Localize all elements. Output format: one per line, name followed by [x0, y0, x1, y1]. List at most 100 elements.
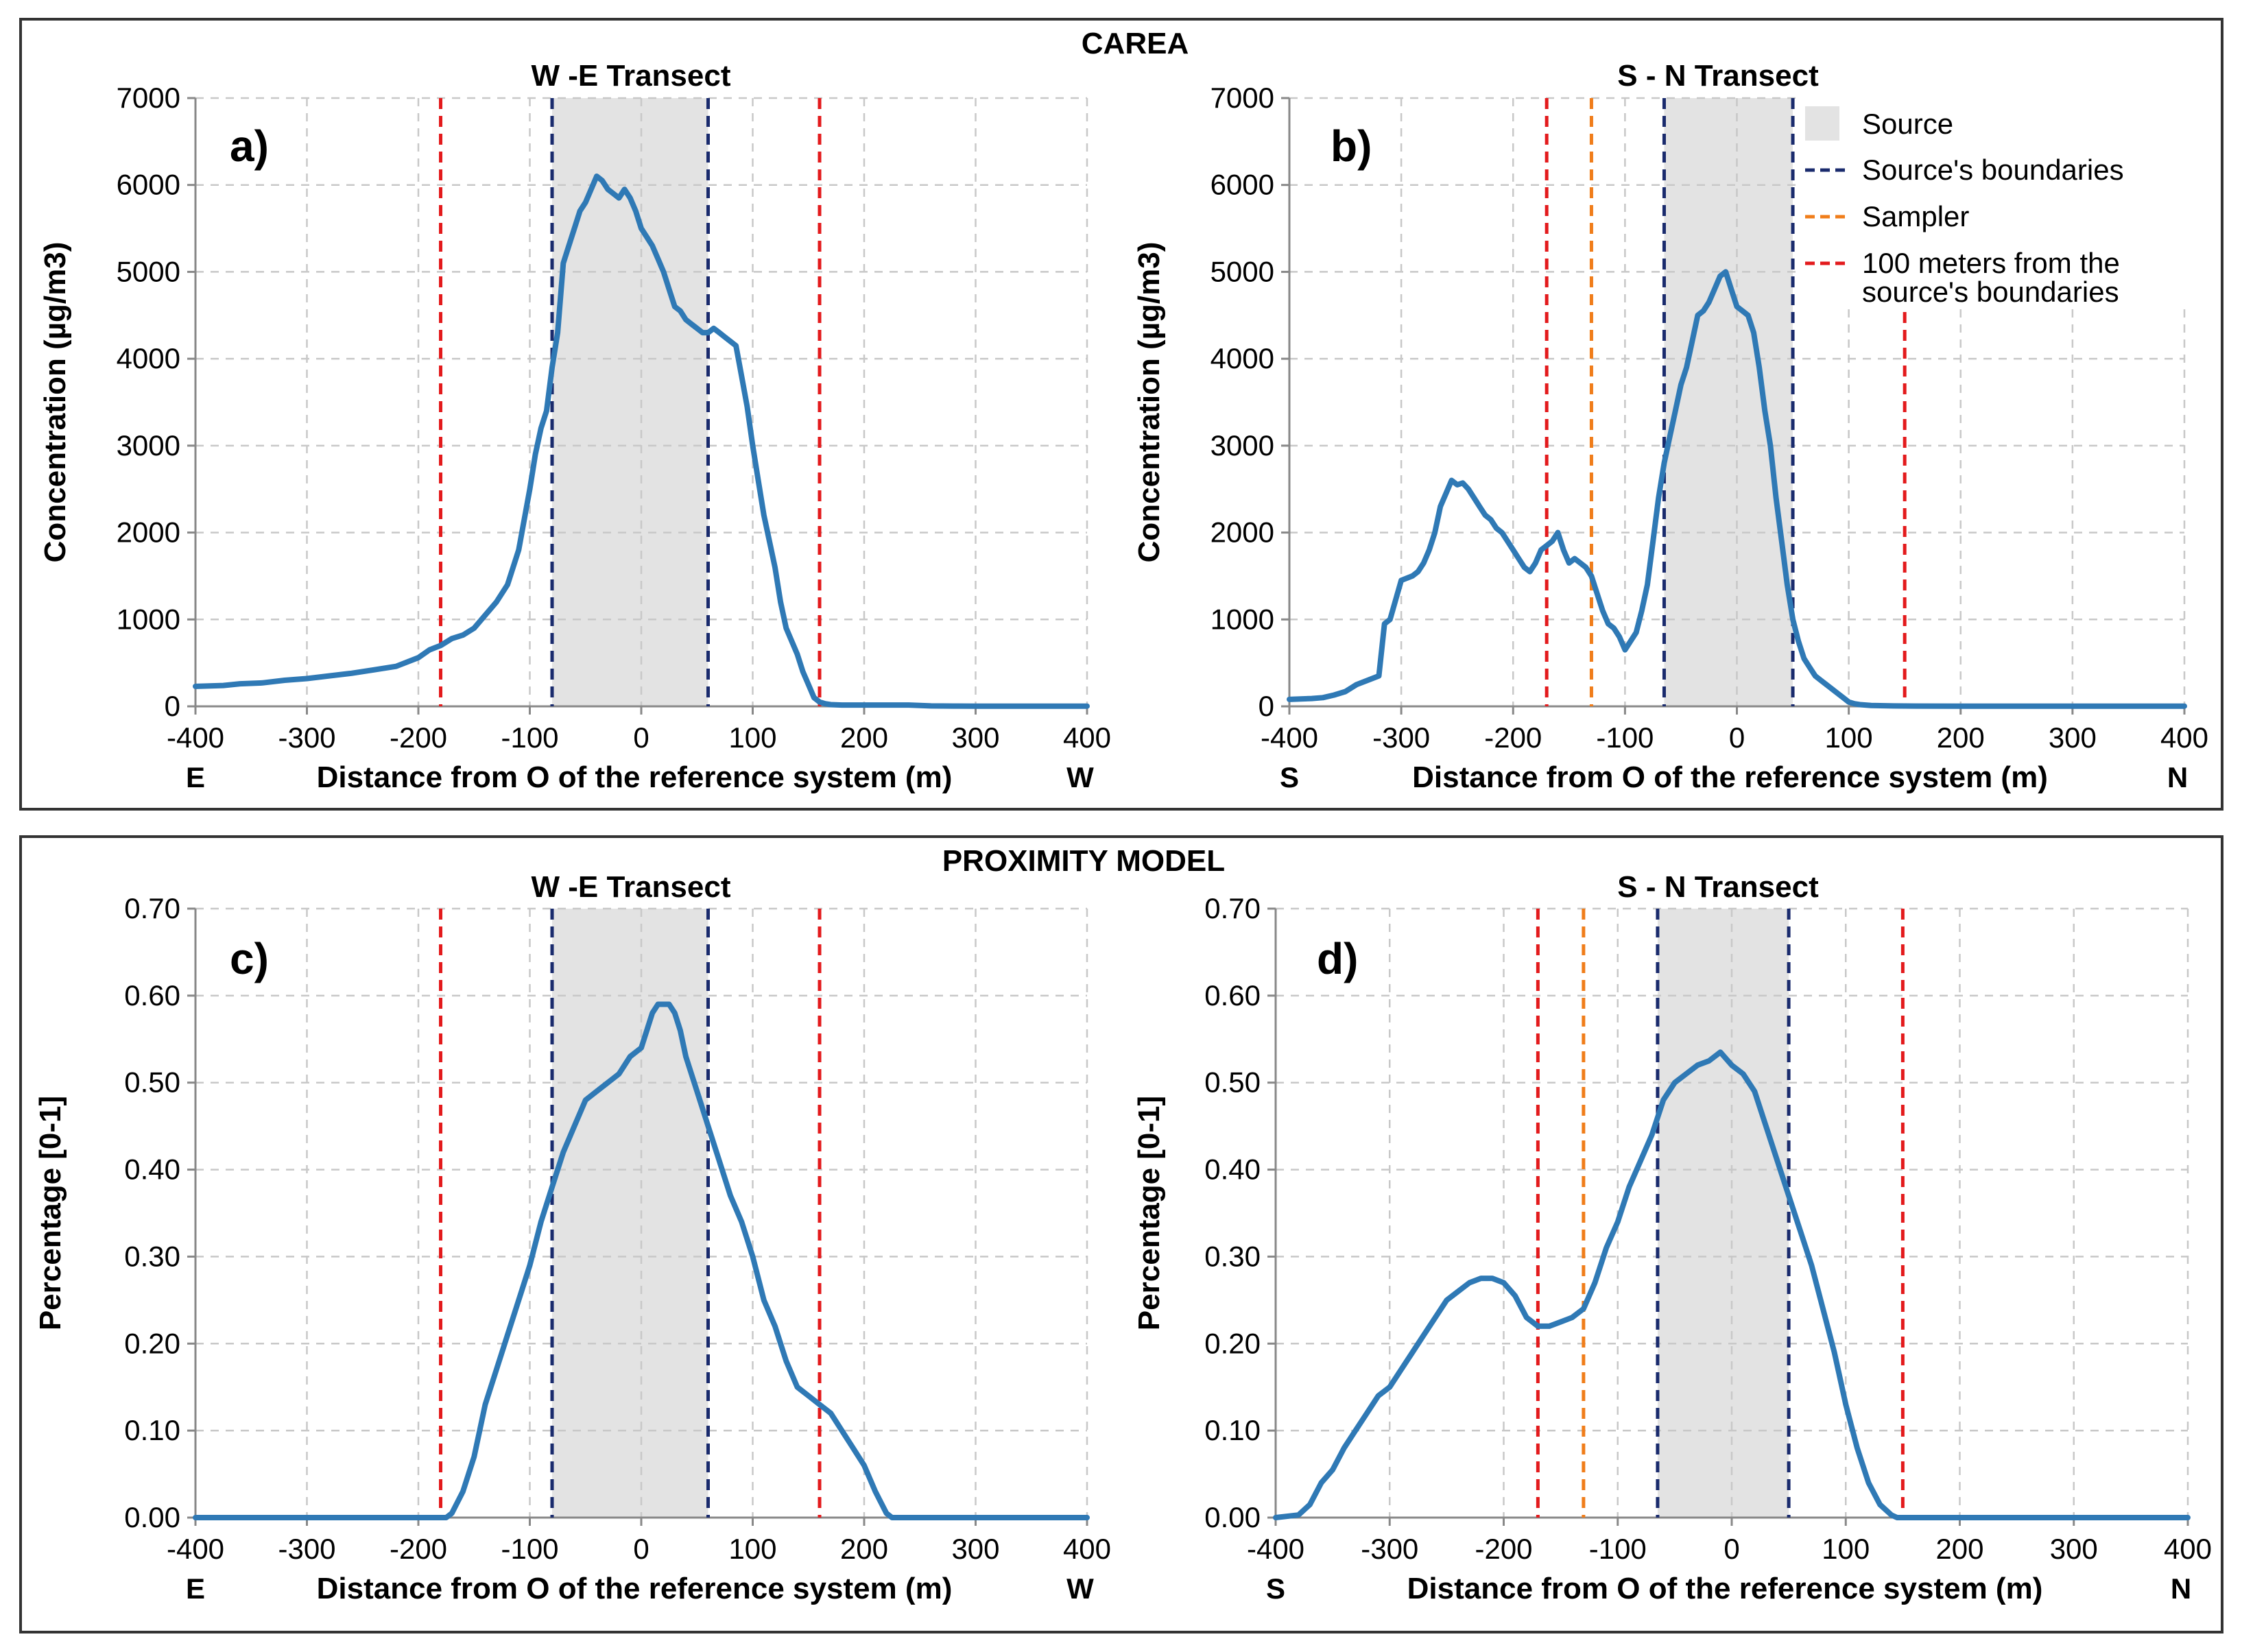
section-title-carea: CAREA [1082, 27, 1189, 60]
y-tick-label: 6000 [1211, 169, 1274, 201]
x-tick-label: -100 [501, 1533, 558, 1565]
x-tick-label: -400 [167, 721, 224, 754]
direction-label-left: S [1280, 761, 1299, 793]
x-axis-title: Distance from O of the reference system … [317, 761, 953, 794]
source-band [1664, 98, 1793, 706]
y-tick-label: 0.10 [124, 1414, 180, 1446]
x-tick-label: 200 [1935, 1533, 1983, 1565]
x-tick-label: 200 [840, 1533, 888, 1565]
panel-title: W -E Transect [532, 59, 731, 93]
x-tick-label: -300 [1372, 721, 1430, 754]
y-tick-label: 0.00 [124, 1501, 180, 1533]
y-tick-label: 2000 [1211, 516, 1274, 549]
x-tick-label: -200 [390, 721, 447, 754]
x-tick-label: 400 [2164, 1533, 2212, 1565]
direction-label-right: W [1066, 761, 1094, 793]
x-tick-label: 300 [2049, 721, 2097, 754]
y-tick-label: 0.70 [124, 892, 180, 924]
x-tick-label: 100 [728, 721, 776, 754]
x-tick-label: -400 [167, 1533, 224, 1565]
legend: Source Source's boundaries Sampler 100 m… [1797, 96, 2188, 308]
x-tick-label: 0 [1729, 721, 1745, 754]
y-axis-title: Percentage [0-1] [1132, 1096, 1166, 1330]
y-tick-label: 1000 [1211, 603, 1274, 635]
direction-label-left: S [1266, 1572, 1285, 1605]
source-band [552, 909, 708, 1518]
series-line [1273, 1049, 2191, 1520]
x-tick-label: 100 [1822, 1533, 1870, 1565]
y-tick-label: 3000 [117, 429, 180, 462]
x-tick-label: -100 [1596, 721, 1654, 754]
x-tick-label: 200 [840, 721, 888, 754]
x-tick-label: 0 [633, 1533, 649, 1565]
legend-sampler-label: Sampler [1862, 200, 1969, 232]
panel-letter: c) [230, 934, 269, 983]
y-tick-label: 0.50 [124, 1066, 180, 1099]
series-line [193, 173, 1090, 709]
x-tick-label: 0 [1724, 1533, 1739, 1565]
x-tick-label: -300 [278, 1533, 335, 1565]
direction-label-left: E [186, 1572, 205, 1605]
y-tick-label: 5000 [1211, 255, 1274, 287]
direction-label-right: N [2171, 1572, 2191, 1605]
y-tick-label: 0.00 [1204, 1501, 1261, 1533]
panel-letter: a) [230, 121, 269, 171]
legend-boundary-label: Source's boundaries [1862, 154, 2124, 186]
source-band [1657, 909, 1789, 1518]
panel-title: S - N Transect [1617, 59, 1819, 93]
y-axis-title: Concentration (µg/m3) [38, 242, 72, 563]
x-tick-label: -400 [1261, 721, 1318, 754]
x-tick-label: 300 [951, 721, 999, 754]
y-tick-label: 0.30 [124, 1240, 180, 1272]
y-tick-label: 0 [1259, 690, 1274, 722]
y-axis-title: Percentage [0-1] [34, 1096, 67, 1330]
y-tick-label: 0.60 [124, 979, 180, 1011]
direction-label-left: E [186, 761, 205, 793]
panel-letter: b) [1331, 121, 1372, 171]
x-tick-label: -200 [1475, 1533, 1532, 1565]
y-tick-label: 4000 [117, 342, 180, 374]
y-tick-label: 4000 [1211, 342, 1274, 374]
y-tick-label: 1000 [117, 603, 180, 635]
x-tick-label: -100 [501, 721, 558, 754]
x-axis-title: Distance from O of the reference system … [317, 1572, 953, 1605]
y-axis-title: Concentration (µg/m3) [1132, 242, 1166, 563]
x-tick-label: 300 [951, 1533, 999, 1565]
x-tick-label: 300 [2050, 1533, 2098, 1565]
direction-label-right: W [1066, 1572, 1094, 1605]
panel-c-chart: -400 -300 -200 -100 0 100 200 300 400 0.00 0.10 0.2… [34, 870, 1111, 1605]
legend-source-swatch [1805, 106, 1839, 141]
panel-title: W -E Transect [532, 870, 731, 904]
x-axis-title: Distance from O of the reference system … [1407, 1572, 2043, 1605]
y-tick-label: 0.20 [1204, 1327, 1261, 1359]
panel-d-chart: -400 -300 -200 -100 0 100 200 300 400 0.00 0.10 0.2… [1132, 870, 2212, 1605]
x-tick-label: -300 [278, 721, 335, 754]
direction-label-right: N [2167, 761, 2188, 793]
x-tick-label: -400 [1247, 1533, 1304, 1565]
x-tick-label: -200 [1484, 721, 1542, 754]
y-tick-label: 7000 [117, 82, 180, 114]
series-line [1287, 269, 2187, 709]
y-tick-label: 7000 [1211, 82, 1274, 114]
y-tick-label: 5000 [117, 255, 180, 287]
legend-100m-label-line1: 100 meters from the [1862, 247, 2120, 279]
panel-title: S - N Transect [1617, 870, 1819, 904]
y-tick-label: 0.60 [1204, 979, 1261, 1011]
y-tick-label: 6000 [117, 169, 180, 201]
series-line [193, 1001, 1090, 1520]
y-tick-label: 3000 [1211, 429, 1274, 462]
panel-letter: d) [1317, 934, 1358, 983]
x-tick-label: 400 [1063, 721, 1111, 754]
panel-a-chart: -400 -300 -200 -100 0 100 200 300 4000 1000 2000 30… [38, 59, 1111, 794]
y-tick-label: 0.10 [1204, 1414, 1261, 1446]
top-section-frame [19, 18, 2223, 811]
y-tick-label: 0.30 [1204, 1240, 1261, 1272]
y-tick-label: 2000 [117, 516, 180, 549]
y-tick-label: 0 [165, 690, 180, 722]
bottom-section-frame [19, 835, 2223, 1633]
x-tick-label: 200 [1937, 721, 1985, 754]
panel-b-chart: -400 -300 -200 -100 0 100 200 300 40001000200030… [1132, 59, 2208, 794]
x-tick-label: 400 [1063, 1533, 1111, 1565]
x-tick-label: -100 [1589, 1533, 1647, 1565]
y-tick-label: 0.40 [124, 1153, 180, 1186]
